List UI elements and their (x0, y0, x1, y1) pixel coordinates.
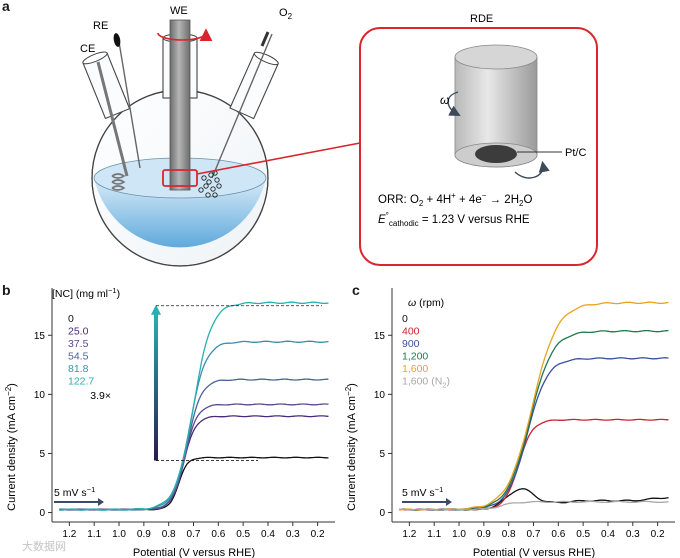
reference-electrode (113, 33, 141, 169)
x-tick-label: 0.6 (211, 529, 225, 540)
x-tick-label: 0.5 (236, 529, 250, 540)
legend-item: 0 (68, 313, 74, 325)
x-tick-label: 0.8 (502, 529, 516, 540)
x-tick-label: 0.2 (651, 529, 665, 540)
x-tick-label: 0.4 (601, 529, 615, 540)
rde-title: RDE (470, 13, 493, 25)
legend-item: 1,200 (402, 351, 428, 363)
x-tick-label: 0.9 (137, 529, 151, 540)
y-tick-label: 5 (39, 449, 45, 460)
o2-label: O2 (279, 7, 293, 21)
ce-label: CE (80, 43, 95, 55)
x-axis-label: Potential (V versus RHE) (133, 547, 255, 558)
pt-c-disk (475, 145, 517, 163)
series-line-1 (59, 415, 329, 511)
legend-title: ω (rpm) (408, 297, 444, 309)
x-tick-label: 0.7 (187, 529, 201, 540)
counter-electrode (96, 61, 129, 191)
series-line-2 (59, 403, 329, 511)
rotation-arrow-bottom (514, 160, 550, 179)
x-tick-label: 0.3 (626, 529, 640, 540)
y-tick-label: 0 (39, 508, 45, 519)
x-tick-label: 0.6 (551, 529, 565, 540)
series-line-5 (399, 500, 669, 511)
enhancement-ratio-label: 3.9× (90, 390, 111, 402)
panel-b-letter: b (2, 282, 11, 298)
panel-a-letter: a (2, 0, 10, 14)
x-tick-label: 0.9 (477, 529, 491, 540)
lsv-chart-concentration: 1.2 1.1 1.0 0.9 0.8 0.7 0.6 0.5 0.4 0.3 0.2051015 … (4, 286, 335, 558)
orr-reaction: ORR: O2 + 4H+ + 4e− → 2H2O (378, 191, 532, 208)
legend-item: 400 (402, 326, 420, 338)
x-tick-label: 1.1 (87, 529, 101, 540)
x-tick-label: 1.2 (62, 529, 76, 540)
series-line-4 (59, 340, 329, 511)
rde-zoom-box: RDE Pt/C ω ORR: O2 + 4H+ + 4e− → 2H2O E°… (359, 13, 598, 266)
watermark: 大数据网 (22, 541, 66, 553)
legend-item: 1,600 (N2) (402, 376, 450, 390)
x-axis-label: Potential (V versus RHE) (473, 547, 595, 558)
enhancement-arrow (151, 304, 322, 461)
legend-item: 1,600 (402, 363, 428, 375)
y-tick-label: 0 (379, 508, 385, 519)
omega-symbol: ω (440, 93, 449, 107)
legend-item: 0 (402, 313, 408, 325)
x-tick-label: 0.4 (261, 529, 275, 540)
y-axis-label: Current density (mA cm−2) (4, 383, 18, 511)
y-axis-label: Current density (mA cm−2) (344, 383, 358, 511)
ratio-arrow-head (151, 304, 161, 315)
re-label: RE (93, 20, 108, 32)
y-tick-label: 5 (379, 449, 385, 460)
sweep-rate-indicator: 5 mV s−1 (402, 485, 452, 506)
legend-title: [NC] (mg ml−1) (52, 286, 120, 300)
y-tick-label: 10 (34, 390, 46, 401)
sweep-rate-indicator: 5 mV s−1 (54, 485, 104, 506)
oxygen-inlet-tube (211, 31, 273, 179)
ratio-arrow-shaft (154, 313, 158, 461)
x-tick-label: 1.1 (427, 529, 441, 540)
we-label: WE (170, 5, 188, 17)
y-tick-label: 15 (374, 331, 386, 342)
x-tick-label: 0.5 (576, 529, 590, 540)
sweep-rate-label: 5 mV s−1 (402, 485, 443, 499)
legend-item: 122.7 (68, 376, 94, 388)
legend-item: 81.8 (68, 363, 89, 375)
x-tick-label: 0.2 (311, 529, 325, 540)
x-tick-label: 1.2 (402, 529, 416, 540)
catalyst-label: Pt/C (565, 147, 586, 159)
working-electrode (157, 19, 213, 191)
standard-potential: E°cathodic = 1.23 V versus RHE (378, 211, 530, 228)
x-tick-label: 1.0 (112, 529, 126, 540)
series-line-4 (399, 301, 669, 511)
lsv-chart-rotation: 1.2 1.1 1.0 0.9 0.8 0.7 0.6 0.5 0.4 0.3 0.2051015 … (344, 288, 675, 558)
legend-item: 54.5 (68, 351, 89, 363)
y-tick-label: 15 (34, 331, 46, 342)
electrochemical-cell-illustration: CE RE WE O2 RDE Pt/C ω ORR: O2 + 4H+ + 4… (80, 5, 598, 267)
panel-c-letter: c (352, 282, 360, 298)
x-tick-label: 0.3 (286, 529, 300, 540)
rotation-arrow-left (447, 91, 461, 117)
legend-item: 37.5 (68, 338, 89, 350)
zoom-connector-line (196, 142, 361, 175)
legend-item: 25.0 (68, 326, 89, 338)
oxygen-bubbles (198, 170, 222, 198)
x-tick-label: 0.7 (527, 529, 541, 540)
y-tick-label: 10 (374, 390, 386, 401)
x-tick-label: 1.0 (452, 529, 466, 540)
series-line-1 (399, 418, 669, 511)
series-line-5 (59, 301, 329, 511)
x-tick-label: 0.8 (162, 529, 176, 540)
legend-item: 900 (402, 338, 420, 350)
sweep-rate-label: 5 mV s−1 (54, 485, 95, 499)
